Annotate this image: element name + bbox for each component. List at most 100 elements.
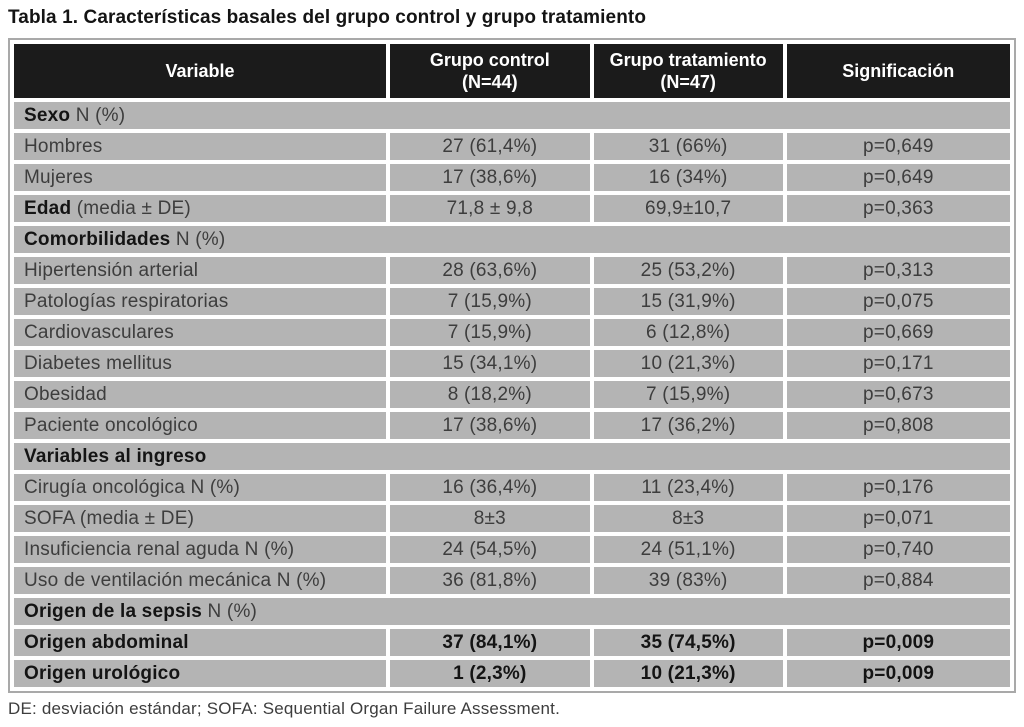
variable-label-cell: SOFA (media ± DE) (14, 505, 386, 532)
row-label-text: N (%) (70, 105, 126, 126)
control-value-cell: 7 (15,9%) (389, 319, 590, 346)
table-footnote: DE: desviación estándar; SOFA: Sequentia… (8, 699, 561, 718)
row-label-bold: Sexo (24, 105, 71, 126)
table-row: Paciente oncológico 17 (38,6%) 17 (36,2%) p… (14, 412, 1010, 439)
row-label-text: Patologías respiratorias (24, 291, 229, 312)
row-label-text: Cirugía oncológica N (%) (24, 477, 240, 498)
row-label-text: Uso de ventilación mecánica N (%) (24, 570, 327, 591)
treatment-value-cell: 17 (36,2%) (593, 412, 783, 439)
section-header-cell: Comorbilidades N (%) (14, 226, 1010, 253)
table-row: Hombres 27 (61,4%) 31 (66%) p=0,649 (14, 133, 1010, 160)
control-value-cell: 28 (63,6%) (389, 257, 590, 284)
table-row: SOFA (media ± DE) 8±3 8±3 p=0,071 (14, 505, 1010, 532)
row-label-text: Insuficiencia renal aguda N (%) (24, 539, 295, 560)
control-value-cell: 8±3 (389, 505, 590, 532)
section-row: Origen de la sepsis N (%) (14, 598, 1010, 625)
section-row: Sexo N (%) (14, 102, 1010, 129)
column-header-treatment-group: Grupo tratamiento (N=47) (593, 44, 783, 98)
control-value-cell: 37 (84,1%) (389, 629, 590, 656)
variable-label-cell: Paciente oncológico (14, 412, 386, 439)
control-value-cell: 8 (18,2%) (389, 381, 590, 408)
control-value-cell: 27 (61,4%) (389, 133, 590, 160)
variable-label-cell: Origen urológico (14, 660, 386, 687)
row-label-text: Paciente oncológico (24, 415, 198, 436)
variable-label-cell: Mujeres (14, 164, 386, 191)
significance-value-cell: p=0,363 (786, 195, 1010, 222)
variable-label-cell: Patologías respiratorias (14, 288, 386, 315)
column-header-label: Grupo tratamiento (609, 50, 767, 70)
treatment-value-cell: 69,9±10,7 (593, 195, 783, 222)
table-row: Insuficiencia renal aguda N (%) 24 (54,5%… (14, 536, 1010, 563)
treatment-value-cell: 10 (21,3%) (593, 350, 783, 377)
treatment-value-cell: 35 (74,5%) (593, 629, 783, 656)
treatment-value-cell: 16 (34%) (593, 164, 783, 191)
table-row: Cirugía oncológica N (%) 16 (36,4%) 11 (23… (14, 474, 1010, 501)
control-value-cell: 16 (36,4%) (389, 474, 590, 501)
row-label-text: Cardiovasculares (24, 322, 174, 343)
row-label-text: (media ± DE) (71, 198, 191, 219)
treatment-value-cell: 39 (83%) (593, 567, 783, 594)
significance-value-cell: p=0,808 (786, 412, 1010, 439)
row-label-text: Diabetes mellitus (24, 353, 173, 374)
table-row: Origen abdominal 37 (84,1%) 35 (74,5%) p=0,… (14, 629, 1010, 656)
column-header-label: Significación (842, 61, 955, 81)
treatment-value-cell: 7 (15,9%) (593, 381, 783, 408)
column-header-label: Variable (165, 61, 235, 81)
variable-label-cell: Cardiovasculares (14, 319, 386, 346)
control-value-cell: 24 (54,5%) (389, 536, 590, 563)
variable-label-cell: Origen abdominal (14, 629, 386, 656)
variable-label-cell: Diabetes mellitus (14, 350, 386, 377)
significance-value-cell: p=0,171 (786, 350, 1010, 377)
significance-value-cell: p=0,313 (786, 257, 1010, 284)
table-row: Diabetes mellitus 15 (34,1%) 10 (21,3%) p=0… (14, 350, 1010, 377)
control-value-cell: 36 (81,8%) (389, 567, 590, 594)
row-label-bold: Origen abdominal (24, 632, 189, 653)
treatment-value-cell: 15 (31,9%) (593, 288, 783, 315)
row-label-text: Hipertensión arterial (24, 260, 199, 281)
section-row: Variables al ingreso (14, 443, 1010, 470)
treatment-value-cell: 8±3 (593, 505, 783, 532)
row-label-text: N (%) (170, 229, 226, 250)
significance-value-cell: p=0,673 (786, 381, 1010, 408)
significance-value-cell: p=0,176 (786, 474, 1010, 501)
treatment-value-cell: 24 (51,1%) (593, 536, 783, 563)
table-row: Mujeres 17 (38,6%) 16 (34%) p=0,649 (14, 164, 1010, 191)
control-value-cell: 15 (34,1%) (389, 350, 590, 377)
significance-value-cell: p=0,884 (786, 567, 1010, 594)
section-header-cell: Sexo N (%) (14, 102, 1010, 129)
row-label-text: SOFA (media ± DE) (24, 508, 195, 529)
column-header-control-group: Grupo control (N=44) (389, 44, 590, 98)
table-row: Origen urológico 1 (2,3%) 10 (21,3%) p=0,00… (14, 660, 1010, 687)
variable-label-cell: Cirugía oncológica N (%) (14, 474, 386, 501)
significance-value-cell: p=0,649 (786, 164, 1010, 191)
variable-label-cell: Edad (media ± DE) (14, 195, 386, 222)
significance-value-cell: p=0,669 (786, 319, 1010, 346)
treatment-value-cell: 11 (23,4%) (593, 474, 783, 501)
row-label-bold: Variables al ingreso (24, 446, 207, 467)
header-row: Variable Grupo control (N=44) Grupo trat… (14, 44, 1010, 98)
treatment-value-cell: 25 (53,2%) (593, 257, 783, 284)
column-header-variable: Variable (14, 44, 386, 98)
control-value-cell: 71,8 ± 9,8 (389, 195, 590, 222)
table-body: Sexo N (%) Hombres 27 (61,4%) 31 (66%) p=0,6… (14, 102, 1010, 687)
table-frame: Variable Grupo control (N=44) Grupo trat… (8, 38, 1016, 693)
significance-value-cell: p=0,649 (786, 133, 1010, 160)
control-value-cell: 1 (2,3%) (389, 660, 590, 687)
variable-label-cell: Obesidad (14, 381, 386, 408)
section-header-cell: Origen de la sepsis N (%) (14, 598, 1010, 625)
significance-value-cell: p=0,071 (786, 505, 1010, 532)
treatment-value-cell: 10 (21,3%) (593, 660, 783, 687)
table-row: Cardiovasculares 7 (15,9%) 6 (12,8%) p=0,66… (14, 319, 1010, 346)
table-row: Patologías respiratorias 7 (15,9%) 15 (31,… (14, 288, 1010, 315)
row-label-bold: Origen de la sepsis (24, 601, 203, 622)
column-header-sublabel: (N=47) (660, 72, 716, 92)
table-row: Hipertensión arterial 28 (63,6%) 25 (53,2%… (14, 257, 1010, 284)
control-value-cell: 17 (38,6%) (389, 164, 590, 191)
variable-label-cell: Insuficiencia renal aguda N (%) (14, 536, 386, 563)
row-label-bold: Edad (24, 198, 72, 219)
column-header-sublabel: (N=44) (462, 72, 518, 92)
table-row: Edad (media ± DE) 71,8 ± 9,8 69,9±10,7 p=0,… (14, 195, 1010, 222)
significance-value-cell: p=0,009 (786, 629, 1010, 656)
baseline-characteristics-table: Variable Grupo control (N=44) Grupo trat… (10, 40, 1014, 691)
row-label-text: N (%) (202, 601, 258, 622)
